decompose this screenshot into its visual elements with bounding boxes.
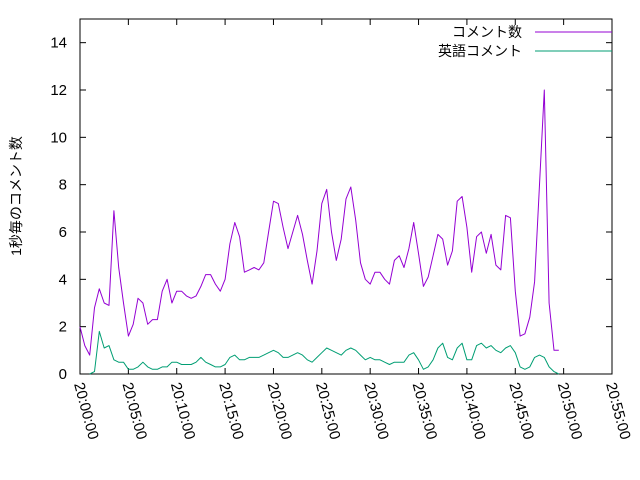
y-tick-label: 10 [50, 129, 67, 146]
x-tick-label: 20:20:00 [264, 381, 296, 442]
x-tick-label: 20:15:00 [215, 381, 247, 442]
legend-label: コメント数 [452, 24, 522, 40]
series-layer [79, 89, 560, 375]
series-line-0 [79, 89, 559, 356]
x-tick-label: 20:25:00 [312, 381, 344, 442]
legend-label: 英語コメント [438, 43, 522, 59]
y-tick-label: 8 [59, 177, 67, 194]
x-tick-label: 20:45:00 [505, 381, 537, 442]
y-tick-label: 0 [59, 366, 67, 383]
y-tick-label: 2 [59, 319, 67, 336]
series-line-1 [89, 330, 560, 375]
y-tick-label: 6 [59, 224, 67, 241]
x-tick-label: 20:10:00 [167, 381, 199, 442]
x-tick-label: 20:30:00 [360, 381, 392, 442]
x-axis: 20:00:00 20:05:00 20:10:00 20:15:00 20:20:00… [70, 19, 634, 441]
x-tick-label: 20:05:00 [118, 381, 150, 442]
x-tick-label: 20:40:00 [457, 381, 489, 442]
y-axis-title: 1秒毎のコメント数 [8, 136, 24, 256]
y-tick-label: 4 [59, 271, 67, 288]
y-axis: 0 2 4 6 8 10 12 14 [50, 35, 612, 383]
x-tick-label: 20:50:00 [554, 381, 586, 442]
x-tick-label: 20:55:00 [602, 381, 634, 442]
x-tick-label: 20:00:00 [70, 381, 102, 442]
plot-frame [79, 18, 613, 375]
plot-border [79, 18, 613, 375]
y-tick-label: 14 [50, 35, 67, 52]
x-tick-label: 20:35:00 [409, 381, 441, 442]
y-tick-label: 12 [50, 82, 67, 99]
